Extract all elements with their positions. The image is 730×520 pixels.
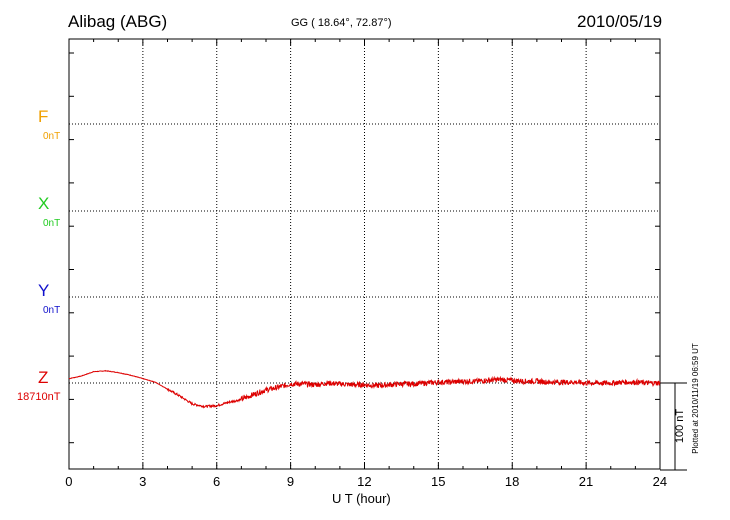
component-label-x: X — [38, 194, 50, 213]
x-tick-label: 15 — [430, 474, 446, 489]
baseline-label-f: 0nT — [43, 131, 61, 142]
x-tick-label: 24 — [652, 474, 668, 489]
grid — [69, 39, 660, 469]
component-label-y: Y — [38, 281, 50, 300]
component-label-z: Z — [38, 368, 49, 387]
x-axis-label: U T (hour) — [332, 491, 391, 506]
x-tick-label: 6 — [213, 474, 221, 489]
scale-bar-label: 100 nT — [674, 408, 687, 444]
x-tick-label: 3 — [139, 474, 147, 489]
x-tick-label: 9 — [286, 474, 295, 489]
x-tick-label: 0 — [65, 474, 73, 489]
scale-bar — [660, 382, 687, 471]
x-tick-label: 12 — [357, 474, 372, 489]
plot-frame — [68, 38, 661, 470]
x-tick-label: 18 — [504, 474, 520, 489]
x-axis-ticks — [68, 39, 661, 469]
baseline-label-y: 0nT — [43, 305, 61, 316]
component-label-f: F — [38, 107, 49, 126]
x-tick-label: 21 — [578, 474, 594, 489]
plotted-at-note: Plotted at 2010/11/19 06:59 UT — [690, 343, 700, 454]
baseline-label-z: 18710nT — [17, 391, 61, 403]
station-title: Alibag (ABG) — [68, 12, 168, 31]
z-series — [68, 369, 661, 409]
station-coordinates: GG ( 18.64°, 72.87°) — [291, 17, 392, 29]
baseline-label-x: 0nT — [43, 218, 61, 229]
plot-date: 2010/05/19 — [577, 12, 663, 31]
z-series-line — [68, 369, 661, 409]
